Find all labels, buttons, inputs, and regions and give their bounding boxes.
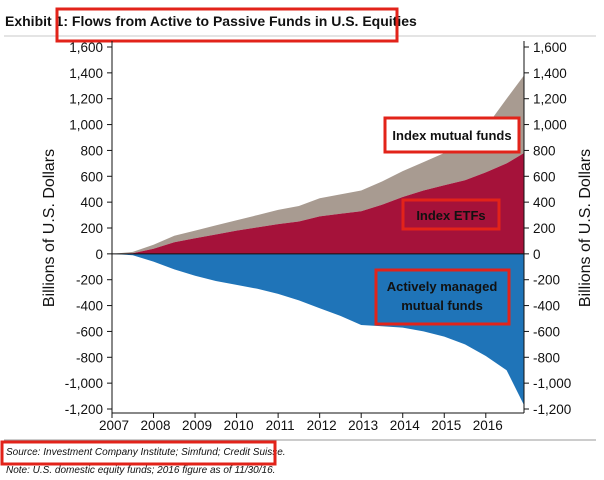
y-tick-label-left: 600 (80, 169, 103, 184)
x-tick-label: 2007 (99, 418, 129, 433)
y-axis-title-right: Billions of U.S. Dollars (577, 149, 594, 307)
y-tick-label-left: -1,000 (65, 376, 103, 391)
y-tick-label-right: 1,600 (533, 40, 567, 55)
y-tick-label-left: 1,200 (69, 92, 103, 107)
x-tick-label: 2015 (431, 418, 461, 433)
x-tick-label: 2010 (224, 418, 254, 433)
series-area-index-mutual-funds (112, 75, 524, 254)
note-text: Note: U.S. domestic equity funds; 2016 f… (6, 465, 275, 476)
index-mutual-funds-label: Index mutual funds (392, 128, 511, 143)
y-axis-title-left: Billions of U.S. Dollars (41, 149, 58, 307)
x-tick-label: 2014 (390, 418, 421, 433)
y-tick-label-left: 200 (80, 221, 103, 236)
y-tick-label-left: 400 (80, 195, 103, 210)
x-tick-label: 2012 (307, 418, 337, 433)
y-tick-label-right: -1,200 (533, 402, 571, 417)
y-tick-label-right: -800 (533, 350, 560, 365)
actively-managed-label-line2: mutual funds (401, 298, 483, 313)
y-tick-label-right: 800 (533, 143, 556, 158)
y-tick-label-right: -400 (533, 299, 560, 314)
y-tick-label-right: 1,000 (533, 118, 567, 133)
x-tick-label: 2008 (141, 418, 171, 433)
actively-managed-label-line1: Actively managed (387, 279, 498, 294)
series-area-actively-managed (112, 253, 524, 406)
y-tick-label-right: 1,200 (533, 92, 567, 107)
y-tick-label-left: 1,400 (69, 66, 103, 81)
title-highlight-box (55, 7, 399, 43)
source-text: Source: Investment Company Institute; Si… (6, 447, 286, 458)
y-tick-label-left: -1,200 (65, 402, 103, 417)
y-tick-label-right: -1,000 (533, 376, 571, 391)
y-tick-label-right: 1,400 (533, 66, 567, 81)
index-etfs-highlight-box (401, 198, 501, 231)
x-tick-label: 2011 (266, 418, 295, 433)
y-tick-label-right: 200 (533, 221, 556, 236)
x-tick-label: 2013 (348, 418, 378, 433)
axes-group (107, 41, 529, 418)
y-tick-label-left: -200 (76, 273, 103, 288)
y-tick-label-right: 400 (533, 195, 556, 210)
y-tick-label-left: 1,000 (69, 118, 103, 133)
x-tick-label: 2016 (473, 418, 503, 433)
chart-title: Exhibit 1: Flows from Active to Passive … (5, 13, 417, 29)
y-tick-label-left: 1,600 (69, 40, 103, 55)
y-tick-label-right: 0 (533, 247, 541, 262)
source-highlight-box (0, 440, 277, 466)
y-tick-label-left: 0 (95, 247, 103, 262)
y-tick-label-left: -600 (76, 324, 103, 339)
x-tick-labels: 2007 2008 2009 2010 2011 2012 2013 2014 2015 2016 (99, 418, 503, 433)
actively-managed-highlight-box (374, 268, 511, 326)
index-etfs-label: Index ETFs (416, 208, 485, 223)
x-tick-label: 2009 (182, 418, 212, 433)
y-tick-label-right: -200 (533, 273, 560, 288)
y-tick-label-left: -400 (76, 299, 103, 314)
y-tick-labels-right: 1,600 1,400 1,200 1,000 800 600 400 200 0 -200 -40… (533, 40, 571, 417)
index-mutual-funds-highlight-box (383, 116, 521, 154)
y-tick-labels-left: 1,600 1,400 1,200 1,000 800 600 400 200 0 -200 -40… (65, 40, 103, 417)
y-tick-label-right: -600 (533, 324, 560, 339)
y-tick-label-left: -800 (76, 350, 103, 365)
y-tick-label-right: 600 (533, 169, 556, 184)
y-tick-label-left: 800 (80, 143, 103, 158)
